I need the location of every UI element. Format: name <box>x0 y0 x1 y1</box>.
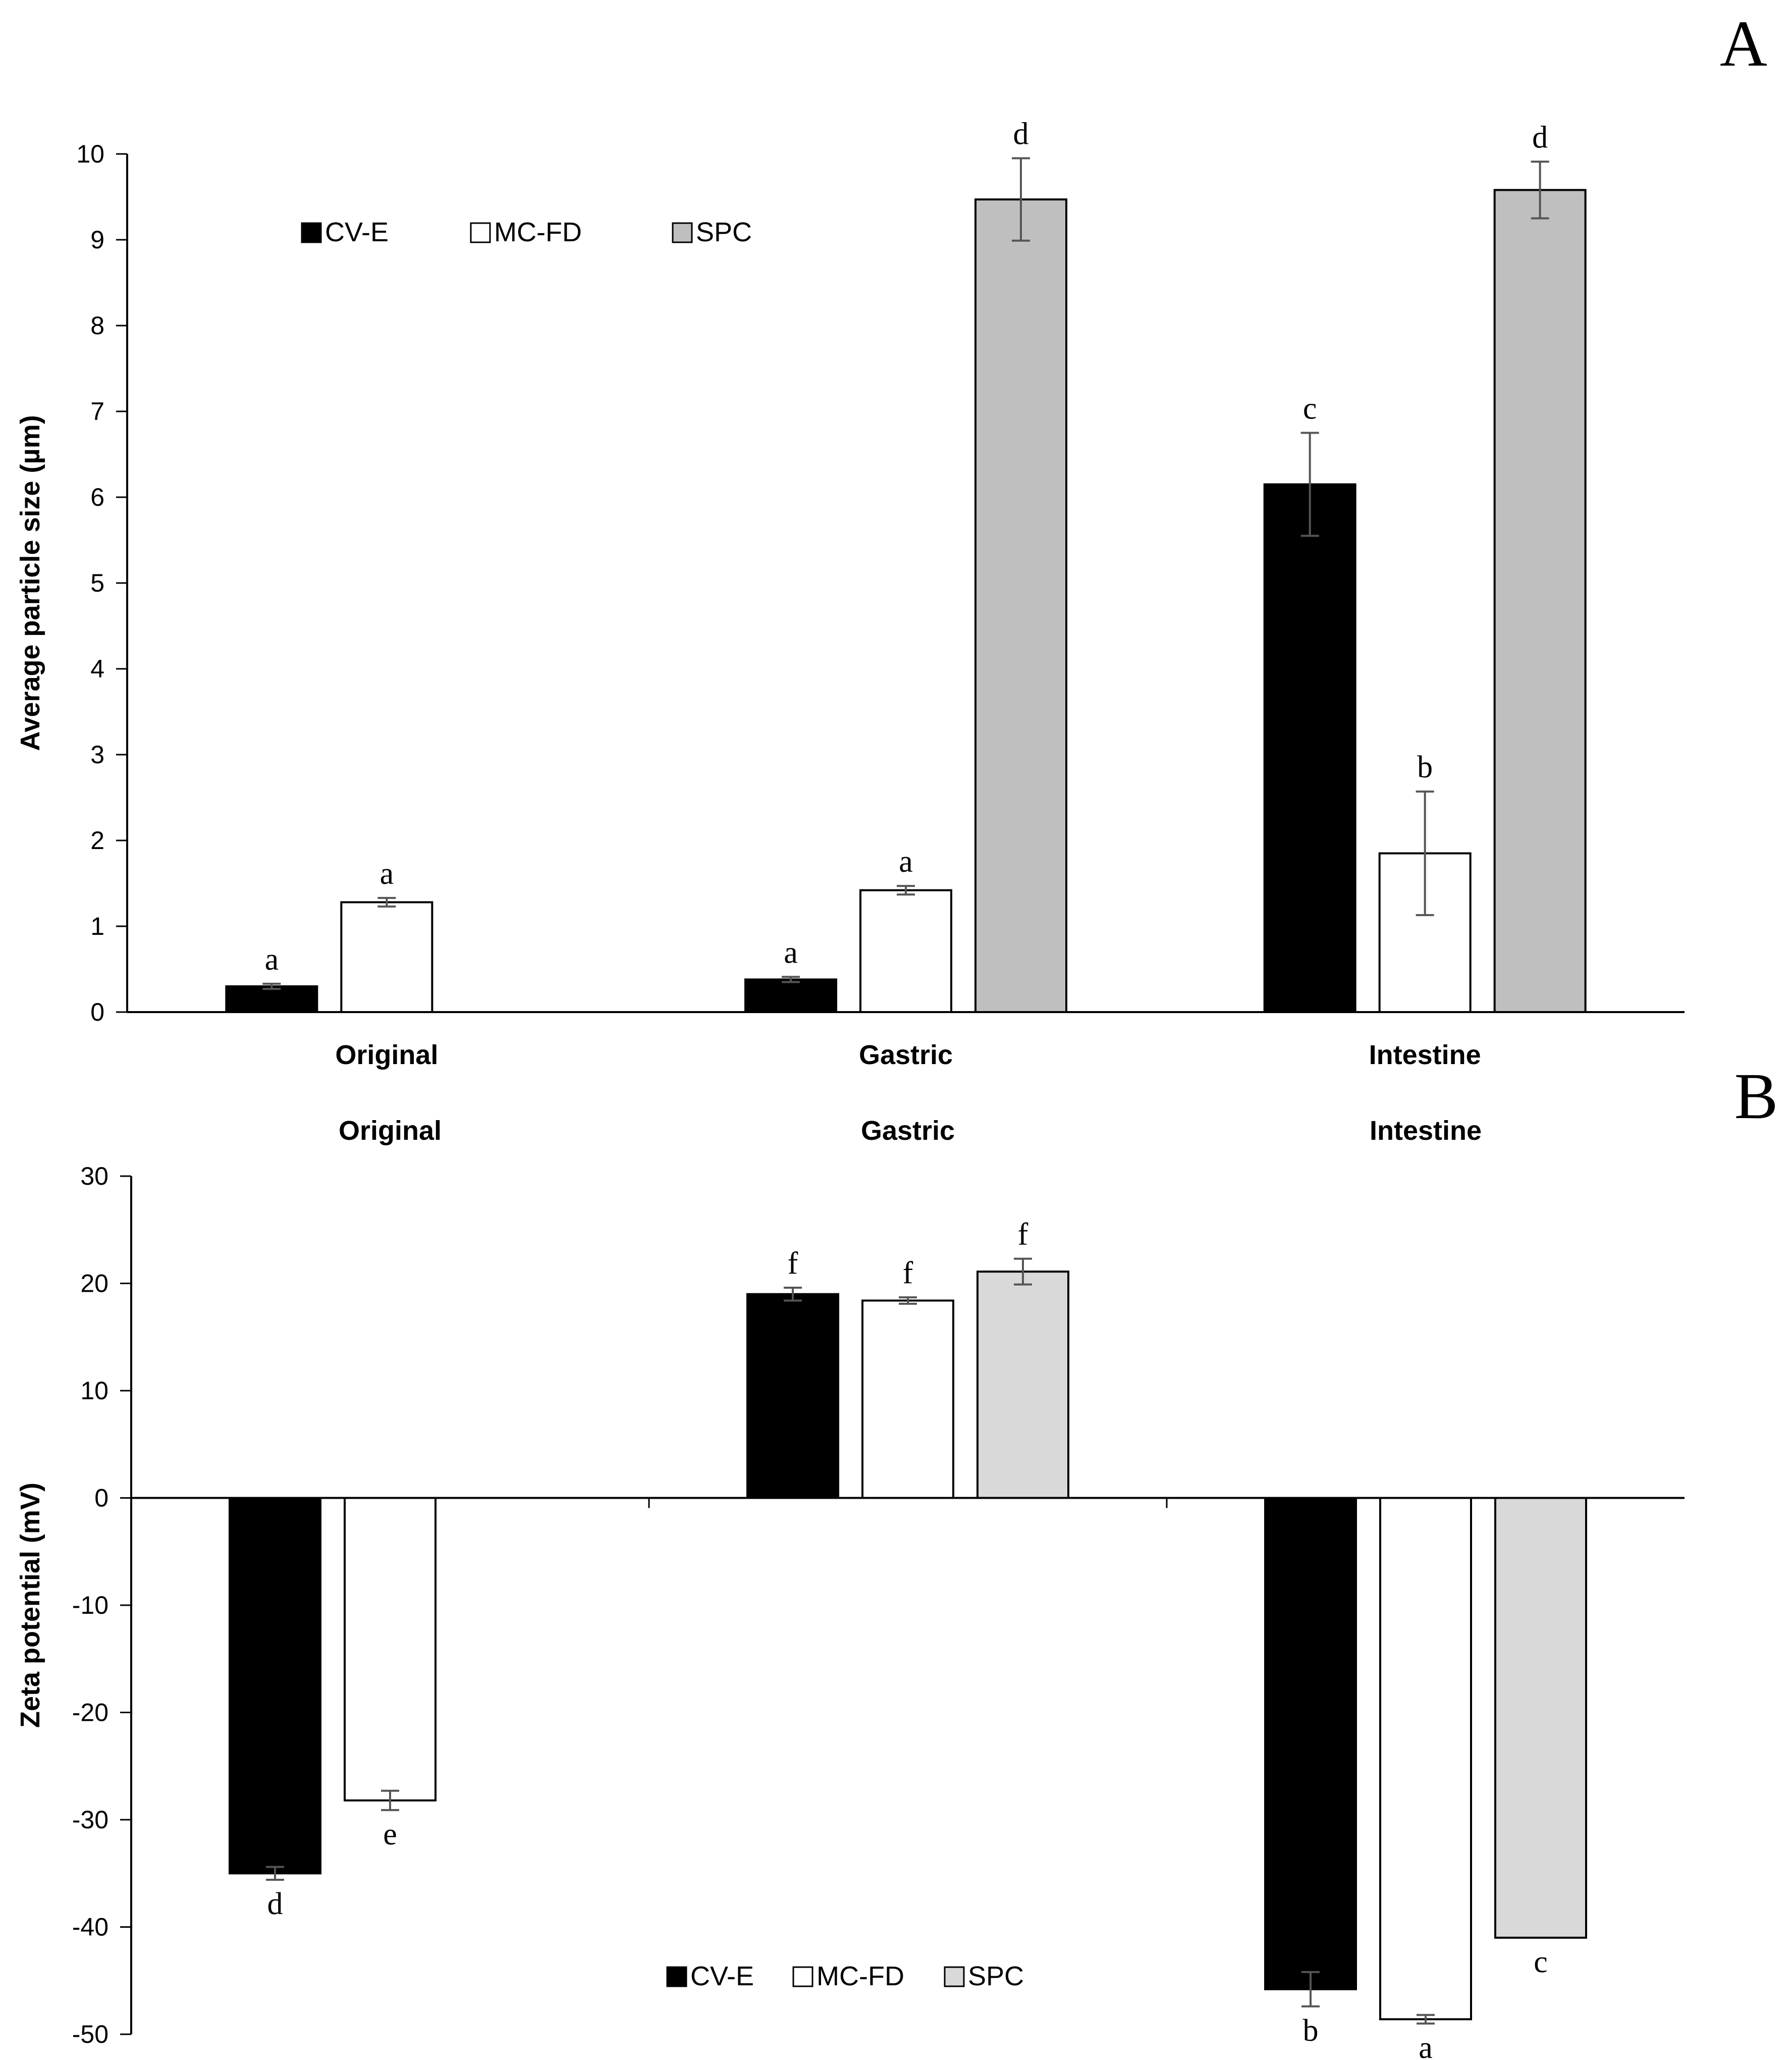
bar-mc-fd-intestine <box>1379 1497 1472 2021</box>
legend-swatch-cv-e <box>666 1966 687 1987</box>
y-tick-label: -50 <box>72 2020 108 2048</box>
bar-mc-fd-gastric <box>859 889 952 1013</box>
category-label: Original <box>335 1040 438 1070</box>
y-tick-label: 30 <box>80 1162 108 1190</box>
y-tick-label: 0 <box>94 1484 108 1512</box>
legend-swatch-spc <box>944 1966 965 1987</box>
y-tick-label: 3 <box>90 741 104 769</box>
y-tick-label: 7 <box>90 397 104 426</box>
legend-swatch-mc-fd <box>470 222 491 243</box>
bar-cv-e-intestine <box>1263 483 1356 1013</box>
significance-letter: e <box>383 1817 397 1852</box>
bar-spc-intestine <box>1494 1497 1587 1939</box>
significance-letter: d <box>1013 117 1029 151</box>
category-label: Gastric <box>861 1116 955 1146</box>
bar-mc-fd-gastric <box>861 1299 954 1499</box>
category-label: Gastric <box>859 1040 953 1070</box>
significance-letter: a <box>380 857 394 891</box>
legend-label: MC-FD <box>494 217 582 247</box>
panel-label: A <box>1720 8 1767 80</box>
y-axis-title: Average particle size (µm) <box>15 415 45 751</box>
y-tick-label: 6 <box>90 483 104 511</box>
significance-letter: f <box>788 1246 798 1281</box>
legend-label: SPC <box>696 217 752 247</box>
y-axis-title: Zeta potential (mV) <box>15 1483 45 1728</box>
legend-swatch-cv-e <box>301 222 322 243</box>
bar-mc-fd-original <box>340 901 433 1014</box>
legend-label: CV-E <box>325 217 389 247</box>
significance-letter: b <box>1303 2014 1319 2048</box>
y-tick-label: -30 <box>72 1806 108 1834</box>
bar-spc-intestine <box>1493 189 1587 1013</box>
y-tick-label: 5 <box>90 569 104 597</box>
significance-letter: d <box>267 1887 283 1921</box>
bar-cv-e-gastric <box>746 1293 839 1499</box>
significance-letter: f <box>1018 1218 1028 1252</box>
y-tick-label: 10 <box>80 1377 108 1405</box>
y-tick-label: 8 <box>90 311 104 340</box>
legend-label: CV-E <box>690 1961 754 1991</box>
bar-spc-gastric <box>974 198 1067 1014</box>
bar-mc-fd-original <box>344 1497 437 1802</box>
y-tick-label: 9 <box>90 226 104 254</box>
y-tick-label: 0 <box>90 998 104 1026</box>
significance-letter: a <box>784 935 798 970</box>
y-tick-label: 4 <box>90 655 104 683</box>
bar-cv-e-gastric <box>744 978 837 1014</box>
significance-letter: a <box>899 844 913 879</box>
bar-cv-e-intestine <box>1264 1497 1357 1990</box>
y-tick-label: -20 <box>72 1699 108 1727</box>
significance-letter: d <box>1532 120 1548 154</box>
category-label: Intestine <box>1370 1116 1482 1146</box>
bar-cv-e-original <box>229 1497 321 1875</box>
significance-letter: f <box>903 1256 913 1290</box>
significance-letter: a <box>265 942 279 977</box>
panel-label: B <box>1734 1060 1778 1133</box>
y-tick-label: 2 <box>90 826 104 855</box>
y-tick-label: 20 <box>80 1270 108 1298</box>
significance-letter: c <box>1534 1945 1548 1979</box>
y-tick-label: 1 <box>90 912 104 940</box>
legend-swatch-mc-fd <box>792 1966 813 1987</box>
panel-a-particle-size-chart: A 0 1 2 3 4 5 6 7 8 9 10 Average particle size (µm) O… <box>15 8 1767 1070</box>
y-tick-label: 10 <box>76 140 104 168</box>
y-tick-label: -40 <box>72 1913 108 1941</box>
bar-spc-gastric <box>976 1271 1069 1499</box>
legend-label: SPC <box>968 1961 1024 1991</box>
significance-letter: a <box>1419 2031 1433 2060</box>
legend-label: MC-FD <box>817 1961 904 1991</box>
bar-cv-e-original <box>225 985 318 1013</box>
significance-letter: c <box>1303 392 1317 426</box>
legend-swatch-spc <box>672 222 693 243</box>
category-label: Intestine <box>1369 1040 1481 1070</box>
significance-letter: b <box>1417 750 1433 784</box>
panel-b-zeta-potential-chart: B 30 20 10 0 -10 -20 -30 -40 -50 Zeta potential (m… <box>15 1060 1778 2060</box>
category-label: Original <box>339 1116 442 1146</box>
y-tick-label: -10 <box>72 1591 108 1619</box>
